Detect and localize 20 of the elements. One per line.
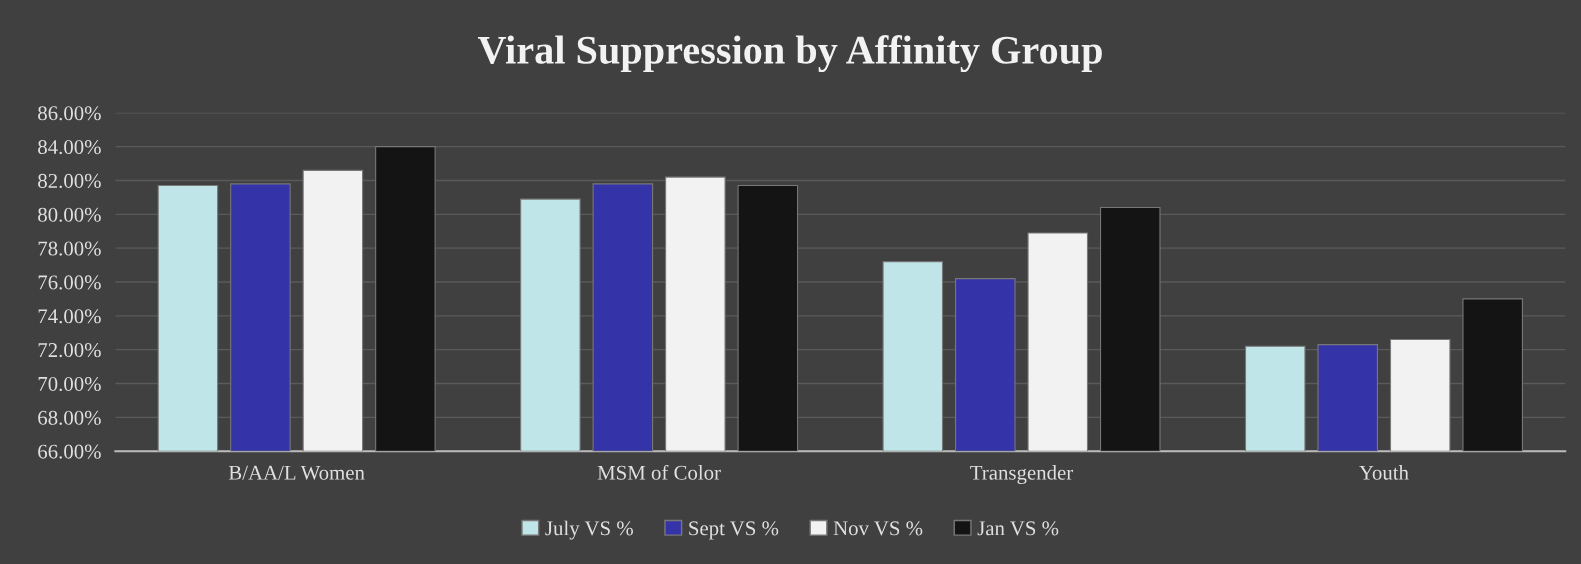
y-tick-label: 72.00% [38,343,101,358]
y-tick-label: 74.00% [38,309,101,324]
x-tick-label: Transgender [970,465,1074,485]
y-tick-label: 84.00% [38,140,101,155]
x-tick-label: MSM of Color [597,464,721,480]
y-tick-label: 82.00% [38,173,101,188]
x-tick-label: Youth [1359,465,1409,480]
legend-label: July VS % [545,520,633,540]
y-tick-label: 86.00% [38,106,101,121]
y-tick-label: 80.00% [38,207,101,222]
y-tick-label: 76.00% [38,275,101,290]
legend-label: Sept VS % [689,521,779,540]
y-tick-label: 70.00% [38,376,101,392]
legend-label: Nov VS % [833,521,923,536]
legend-label: Jan VS % [977,521,1059,536]
x-tick-label: B/AA/L Women [228,465,365,480]
y-tick-label: 68.00% [38,410,101,425]
y-tick-label: 66.00% [38,444,101,459]
chart-title: Viral Suppression by Affinity Group [477,35,1102,73]
y-tick-label: 78.00% [38,241,101,256]
